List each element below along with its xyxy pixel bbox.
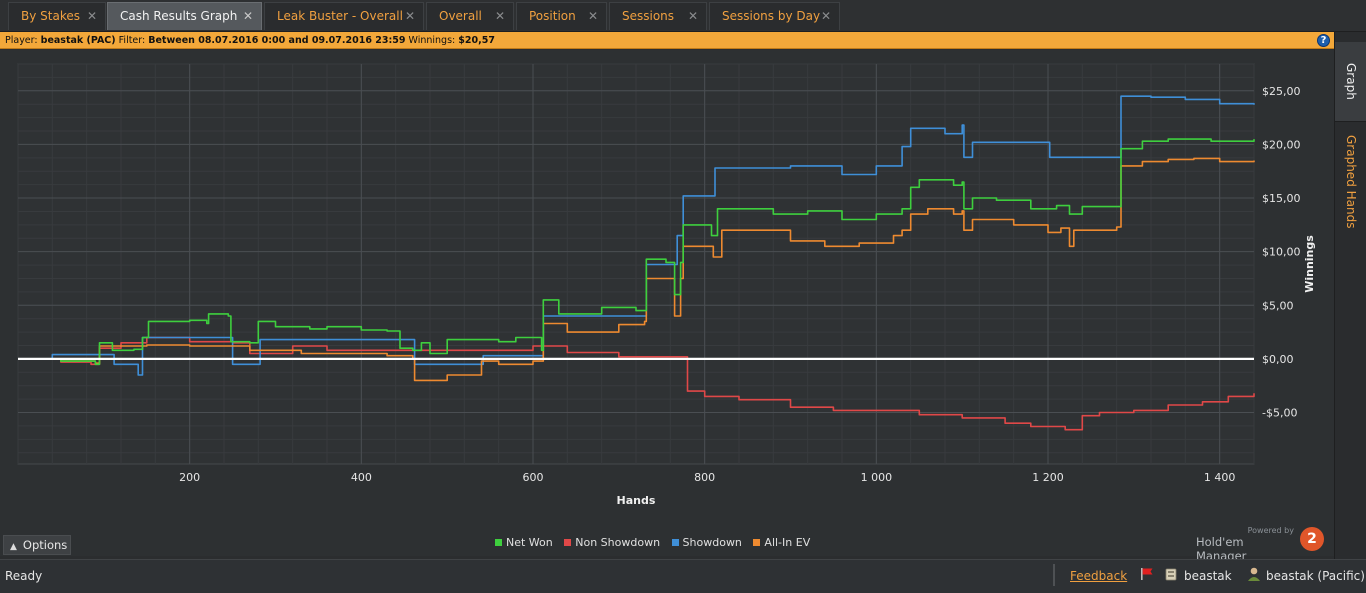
winnings-value: $20,57 xyxy=(458,35,495,46)
y-tick-label: $25,00 xyxy=(1262,85,1301,98)
legend-label: Non Showdown xyxy=(575,536,661,549)
showdown-line xyxy=(18,95,1255,376)
y-tick-label: $15,00 xyxy=(1262,192,1301,205)
legend-swatch xyxy=(564,539,572,546)
help-icon[interactable]: ? xyxy=(1317,34,1330,47)
y-tick-label: $10,00 xyxy=(1262,246,1301,259)
tab-overall[interactable]: Overall ✕ xyxy=(426,2,514,30)
y-tick-label: -$5,00 xyxy=(1262,407,1297,420)
x-tick-label: 1 400 xyxy=(1204,471,1236,484)
player-value: beastak (PAC) xyxy=(40,35,116,46)
x-tick-label: 800 xyxy=(694,471,715,484)
status-bar: Ready Feedback beastak beastak (Pacific) xyxy=(0,559,1366,593)
filter-label: Filter: xyxy=(118,35,146,46)
y-tick-label: $0,00 xyxy=(1262,353,1294,366)
feedback-link[interactable]: Feedback xyxy=(1070,569,1128,583)
player-label: Player: xyxy=(5,35,38,46)
legend-label: Showdown xyxy=(682,536,742,549)
chart-panel: 200 400 600 800 1 000 1 200 1 400 -$5,00 $0,00 $5… xyxy=(0,50,1334,556)
y-axis-title: Winnings xyxy=(1303,235,1316,293)
close-icon[interactable]: ✕ xyxy=(242,9,253,23)
user-avatar-icon[interactable] xyxy=(1246,566,1262,582)
legend-label: Net Won xyxy=(506,536,553,549)
close-icon[interactable]: ✕ xyxy=(494,9,505,23)
side-tab-graph[interactable]: Graph xyxy=(1335,42,1366,122)
tab-label: Overall xyxy=(439,9,482,23)
chevron-up-icon: ▲ xyxy=(10,542,17,552)
close-icon[interactable]: ✕ xyxy=(404,9,415,23)
options-button[interactable]: ▲ Options xyxy=(3,535,71,555)
tab-sessions-by-day[interactable]: Sessions by Day ✕ xyxy=(709,2,840,30)
tab-label: Cash Results Graph xyxy=(120,9,238,23)
close-icon[interactable]: ✕ xyxy=(587,9,598,23)
allin-ev-line xyxy=(18,157,1255,382)
results-chart: 200 400 600 800 1 000 1 200 1 400 -$5,00 $0,00 $5… xyxy=(17,63,1316,507)
tab-label: Sessions by Day xyxy=(722,9,821,23)
close-icon[interactable]: ✕ xyxy=(820,9,831,23)
legend-swatch xyxy=(753,539,761,546)
legend-item-non-showdown[interactable]: Non Showdown xyxy=(564,536,660,549)
tab-by-stakes[interactable]: By Stakes ✕ xyxy=(8,2,106,30)
x-tick-label: 1 000 xyxy=(861,471,893,484)
chart-legend: Net Won Non Showdown Showdown All-In EV xyxy=(495,536,818,552)
net-won-line xyxy=(18,138,1255,366)
x-tick-label: 1 200 xyxy=(1032,471,1064,484)
legend-item-net-won[interactable]: Net Won xyxy=(495,536,553,549)
powered-by-branding: Powered by Hold'em Manager 2 xyxy=(1196,526,1326,563)
powered-by-label: Powered by xyxy=(1247,526,1294,535)
close-icon[interactable]: ✕ xyxy=(86,9,97,23)
legend-swatch xyxy=(671,539,679,546)
tab-label: By Stakes xyxy=(21,9,80,23)
tab-label: Sessions xyxy=(622,9,675,23)
tab-leak-buster-overall[interactable]: Leak Buster - Overall ✕ xyxy=(264,2,424,30)
x-tick-label: 600 xyxy=(523,471,544,484)
tab-sessions[interactable]: Sessions ✕ xyxy=(609,2,707,30)
side-tab-graphed-hands[interactable]: Graphed Hands xyxy=(1344,135,1358,229)
database-icon[interactable] xyxy=(1164,567,1178,581)
legend-label: All-In EV xyxy=(764,536,811,549)
status-text: Ready xyxy=(5,569,43,583)
legend-item-showdown[interactable]: Showdown xyxy=(671,536,742,549)
x-axis-title: Hands xyxy=(617,494,656,507)
legend-swatch xyxy=(495,539,502,546)
filter-bar: Player: beastak (PAC) Filter: Between 08… xyxy=(0,32,1334,49)
options-label: Options xyxy=(22,538,68,552)
y-tick-label: $5,00 xyxy=(1262,299,1294,312)
winnings-label: Winnings: xyxy=(408,35,456,46)
close-icon[interactable]: ✕ xyxy=(687,9,698,23)
side-tab-rail: Graph Graphed Hands xyxy=(1334,32,1366,560)
tab-label: Leak Buster - Overall xyxy=(277,9,403,23)
flag-icon[interactable] xyxy=(1140,567,1154,581)
tab-bar: By Stakes ✕ Cash Results Graph ✕ Leak Bu… xyxy=(0,0,1366,32)
y-tick-label: $20,00 xyxy=(1262,138,1301,151)
status-divider xyxy=(1053,564,1055,586)
tab-cash-results-graph[interactable]: Cash Results Graph ✕ xyxy=(107,2,262,30)
player-site[interactable]: beastak (Pacific) xyxy=(1266,569,1365,583)
active-player[interactable]: beastak xyxy=(1184,569,1232,583)
legend-item-allin-ev[interactable]: All-In EV xyxy=(753,536,810,549)
tab-label: Position xyxy=(529,9,576,23)
filter-value: Between 08.07.2016 0:00 and 09.07.2016 2… xyxy=(148,35,406,46)
x-tick-label: 400 xyxy=(351,471,372,484)
x-tick-label: 200 xyxy=(179,471,200,484)
hm2-logo-icon: 2 xyxy=(1300,527,1324,551)
tab-position[interactable]: Position ✕ xyxy=(516,2,607,30)
